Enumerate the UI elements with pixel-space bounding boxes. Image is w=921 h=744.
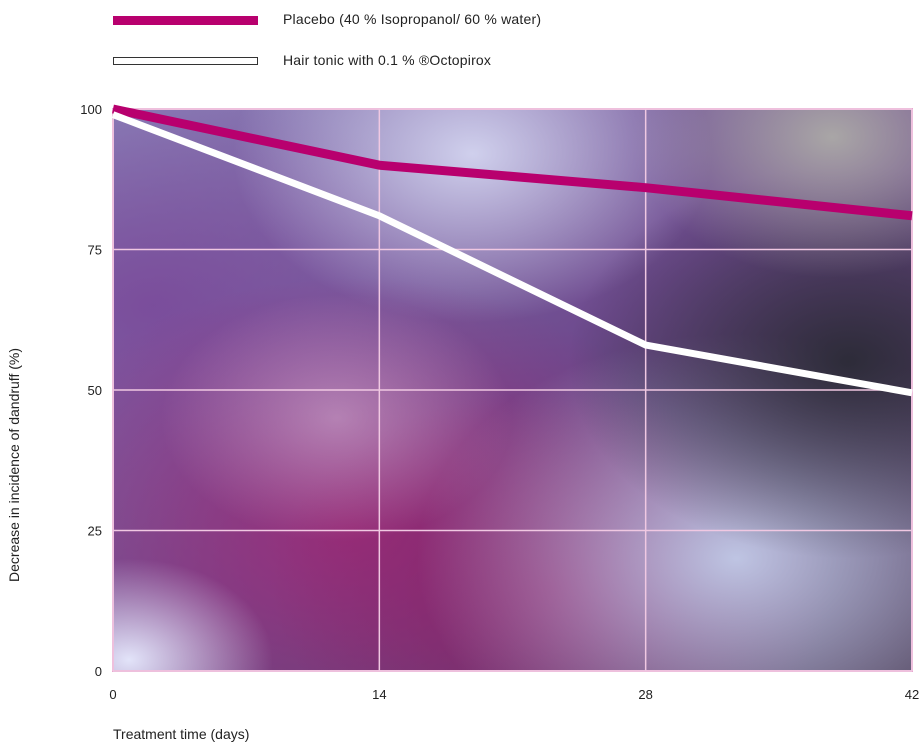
legend-label-hair-tonic: Hair tonic with 0.1 % ®Octopirox bbox=[283, 52, 492, 68]
y-tick-label: 25 bbox=[88, 524, 102, 539]
x-tick-label: 28 bbox=[638, 687, 652, 702]
x-tick-label: 14 bbox=[372, 687, 386, 702]
series-line-placebo bbox=[112, 104, 913, 221]
y-tick-label: 0 bbox=[95, 664, 102, 679]
x-tick-label: 0 bbox=[109, 687, 116, 702]
legend-swatch-placebo bbox=[113, 16, 258, 25]
y-tick-label: 50 bbox=[88, 383, 102, 398]
y-axis-title: Decrease in incidence of dandruff (%) bbox=[6, 348, 22, 582]
series-lines bbox=[111, 104, 913, 397]
legend-label-placebo: Placebo (40 % Isopropanol/ 60 % water) bbox=[283, 11, 542, 27]
legend-swatch-hair-tonic bbox=[113, 57, 258, 65]
axis-ticks: 0 14 28 42 0 25 50 75 100 bbox=[80, 102, 919, 702]
x-axis-title: Treatment time (days) bbox=[113, 726, 249, 742]
x-tick-label: 42 bbox=[905, 687, 919, 702]
y-tick-label: 75 bbox=[88, 243, 102, 258]
series-line-hair-tonic bbox=[111, 111, 913, 397]
y-tick-label: 100 bbox=[80, 102, 102, 117]
grid-lines bbox=[112, 108, 913, 672]
